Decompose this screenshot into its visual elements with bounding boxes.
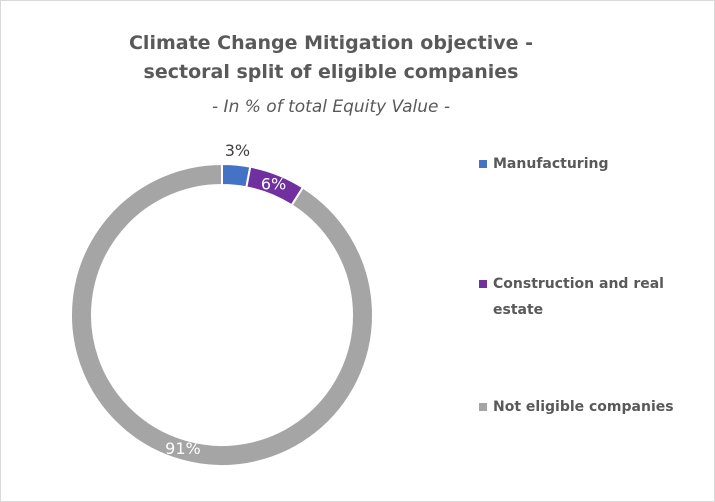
chart-subtitle: - In % of total Equity Value - xyxy=(212,97,450,117)
legend-swatch xyxy=(479,403,487,411)
legend-swatch xyxy=(479,280,487,288)
legend-item: Not eligible companies xyxy=(479,394,694,420)
data-label: 3% xyxy=(225,141,250,160)
data-label: 6% xyxy=(261,174,286,193)
donut-slice xyxy=(70,162,374,467)
data-label: 91% xyxy=(165,439,201,458)
legend-item: Construction and real estate xyxy=(479,271,694,323)
legend-label: Manufacturing xyxy=(493,156,609,172)
legend-item: Manufacturing xyxy=(479,151,694,177)
legend-swatch xyxy=(479,160,487,168)
legend-label: Not eligible companies xyxy=(493,399,674,415)
chart-title: Climate Change Mitigation objective - se… xyxy=(128,32,533,83)
legend-label: Construction and real estate xyxy=(493,276,664,318)
